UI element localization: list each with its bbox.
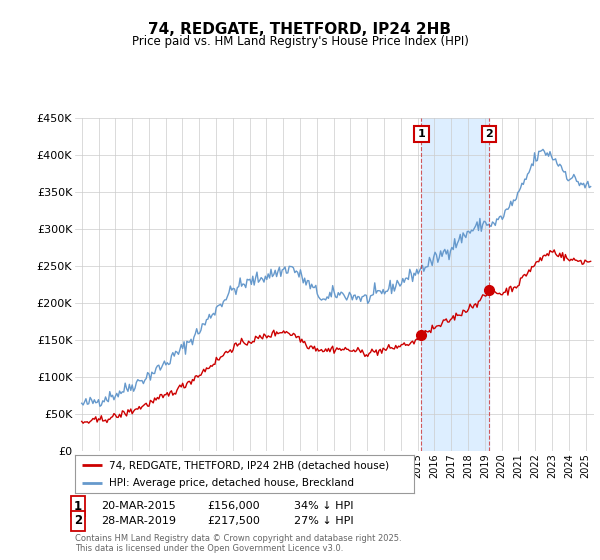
Text: 34% ↓ HPI: 34% ↓ HPI [294,501,353,511]
Text: Price paid vs. HM Land Registry's House Price Index (HPI): Price paid vs. HM Land Registry's House … [131,35,469,48]
Text: HPI: Average price, detached house, Breckland: HPI: Average price, detached house, Brec… [109,478,354,488]
Text: 2: 2 [485,129,493,139]
Text: £217,500: £217,500 [207,516,260,526]
Text: 2: 2 [74,514,82,528]
Bar [421,118,489,451]
Text: 74, REDGATE, THETFORD, IP24 2HB: 74, REDGATE, THETFORD, IP24 2HB [149,22,452,38]
Text: 74, REDGATE, THETFORD, IP24 2HB (detached house): 74, REDGATE, THETFORD, IP24 2HB (detache… [109,460,389,470]
Text: 1: 1 [74,500,82,513]
Text: £156,000: £156,000 [207,501,260,511]
Text: 1: 1 [418,129,425,139]
Text: 20-MAR-2015: 20-MAR-2015 [101,501,176,511]
Text: 27% ↓ HPI: 27% ↓ HPI [294,516,353,526]
Text: Contains HM Land Registry data © Crown copyright and database right 2025.
This d: Contains HM Land Registry data © Crown c… [75,534,401,553]
Text: 28-MAR-2019: 28-MAR-2019 [101,516,176,526]
